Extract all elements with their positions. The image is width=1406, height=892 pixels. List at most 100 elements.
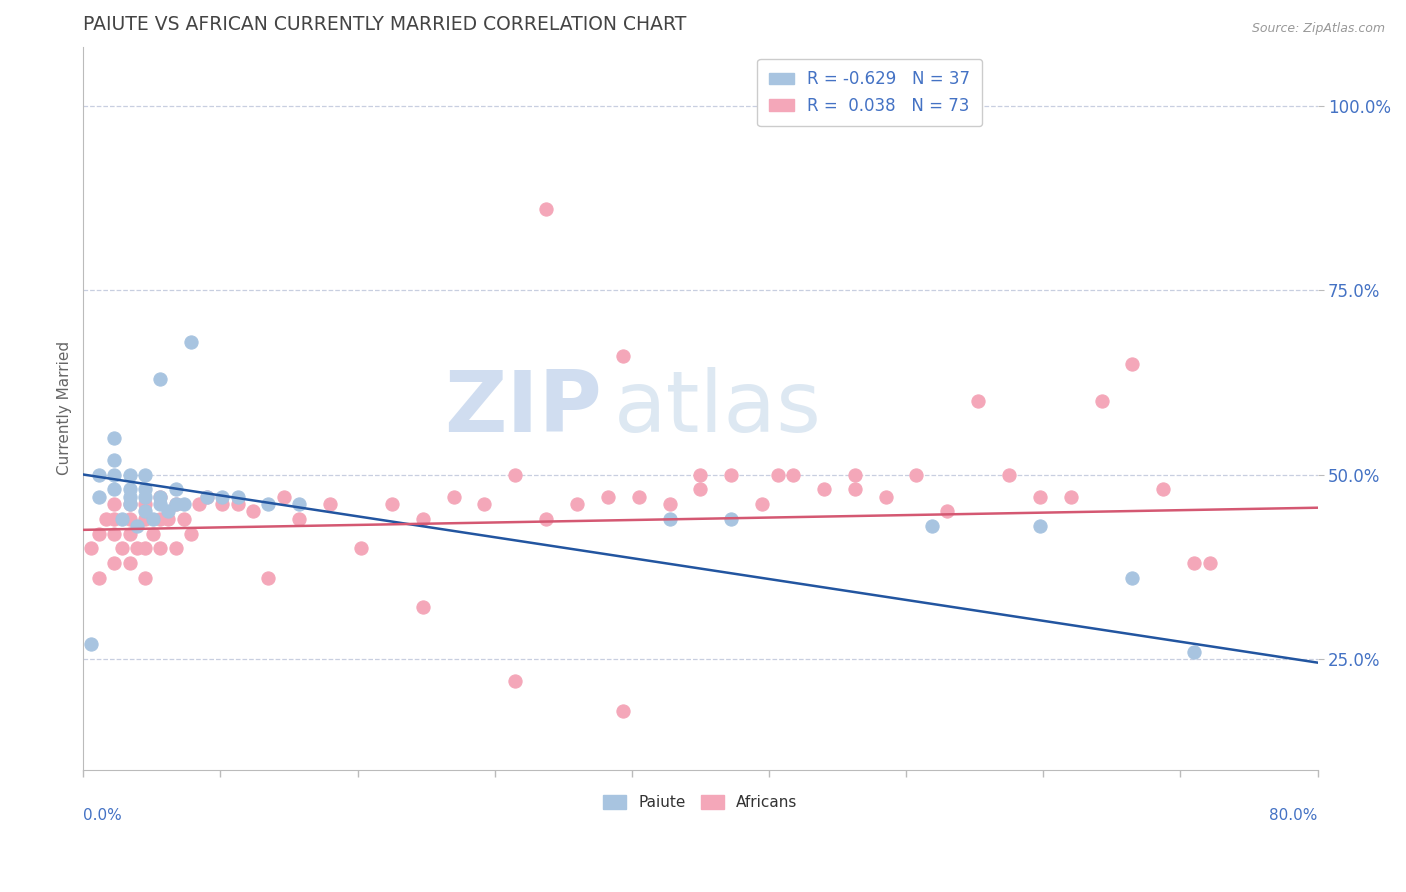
Point: [474, 497, 496, 511]
Point: [813, 483, 835, 497]
Point: [658, 512, 681, 526]
Point: [103, 467, 125, 482]
Point: [596, 490, 619, 504]
Point: [936, 504, 959, 518]
Point: [149, 497, 172, 511]
Point: [149, 371, 172, 385]
Point: [111, 512, 134, 526]
Point: [173, 512, 195, 526]
Point: [87, 571, 110, 585]
Point: [534, 202, 557, 216]
Point: [967, 393, 990, 408]
Point: [1029, 519, 1052, 533]
Point: [103, 452, 125, 467]
Point: [118, 490, 141, 504]
Point: [998, 467, 1021, 482]
Point: [149, 512, 172, 526]
Point: [534, 512, 557, 526]
Point: [118, 497, 141, 511]
Point: [503, 674, 526, 689]
Point: [412, 600, 434, 615]
Point: [195, 490, 218, 504]
Point: [134, 512, 156, 526]
Point: [103, 483, 125, 497]
Point: [503, 467, 526, 482]
Point: [257, 497, 280, 511]
Point: [103, 526, 125, 541]
Point: [142, 526, 165, 541]
Point: [844, 483, 866, 497]
Point: [689, 467, 711, 482]
Text: ZIP: ZIP: [444, 367, 602, 450]
Point: [118, 467, 141, 482]
Point: [157, 504, 180, 518]
Point: [257, 571, 280, 585]
Point: [149, 490, 172, 504]
Point: [1029, 490, 1052, 504]
Y-axis label: Currently Married: Currently Married: [58, 341, 72, 475]
Point: [134, 483, 156, 497]
Point: [165, 541, 187, 556]
Point: [1090, 393, 1112, 408]
Point: [134, 490, 156, 504]
Point: [612, 704, 634, 718]
Point: [180, 334, 202, 349]
Point: [273, 490, 295, 504]
Text: Source: ZipAtlas.com: Source: ZipAtlas.com: [1251, 22, 1385, 36]
Point: [134, 541, 156, 556]
Point: [134, 467, 156, 482]
Point: [443, 490, 465, 504]
Point: [165, 497, 187, 511]
Point: [96, 512, 118, 526]
Point: [381, 497, 404, 511]
Point: [127, 519, 149, 533]
Point: [134, 497, 156, 511]
Point: [720, 512, 742, 526]
Point: [905, 467, 928, 482]
Text: 80.0%: 80.0%: [1270, 808, 1317, 823]
Point: [87, 467, 110, 482]
Point: [288, 497, 311, 511]
Point: [1152, 483, 1174, 497]
Point: [103, 556, 125, 570]
Point: [103, 431, 125, 445]
Point: [87, 526, 110, 541]
Point: [1198, 556, 1220, 570]
Point: [103, 497, 125, 511]
Point: [875, 490, 897, 504]
Point: [921, 519, 943, 533]
Point: [118, 483, 141, 497]
Point: [188, 497, 211, 511]
Point: [350, 541, 373, 556]
Point: [149, 490, 172, 504]
Point: [118, 526, 141, 541]
Point: [149, 541, 172, 556]
Point: [118, 497, 141, 511]
Point: [195, 490, 218, 504]
Point: [242, 504, 264, 518]
Point: [87, 490, 110, 504]
Point: [127, 541, 149, 556]
Point: [165, 497, 187, 511]
Point: [157, 512, 180, 526]
Point: [111, 541, 134, 556]
Point: [211, 490, 233, 504]
Point: [766, 467, 789, 482]
Point: [118, 556, 141, 570]
Point: [565, 497, 588, 511]
Point: [319, 497, 342, 511]
Point: [689, 483, 711, 497]
Point: [1182, 556, 1205, 570]
Point: [627, 490, 650, 504]
Point: [142, 512, 165, 526]
Point: [134, 571, 156, 585]
Point: [173, 497, 195, 511]
Point: [180, 526, 202, 541]
Point: [226, 490, 249, 504]
Point: [1182, 644, 1205, 658]
Point: [80, 541, 103, 556]
Text: 0.0%: 0.0%: [83, 808, 122, 823]
Point: [751, 497, 773, 511]
Point: [226, 497, 249, 511]
Point: [165, 483, 187, 497]
